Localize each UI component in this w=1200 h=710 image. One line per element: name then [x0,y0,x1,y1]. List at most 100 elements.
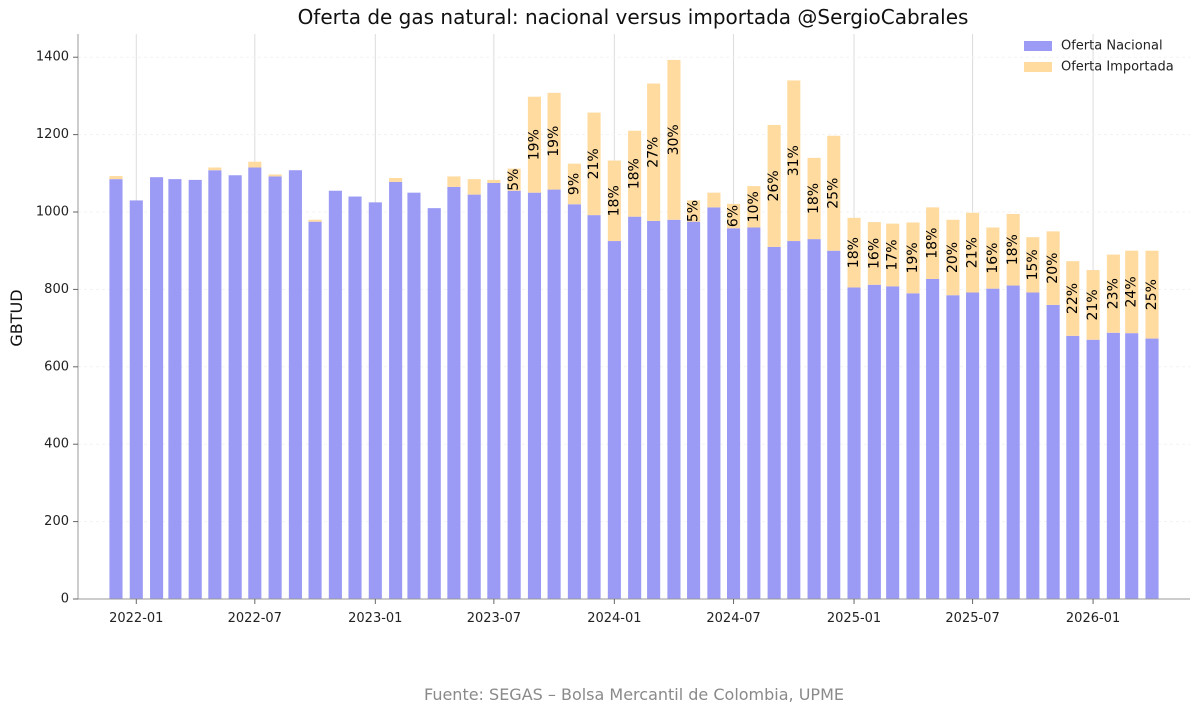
percent-label: 27% [646,137,662,168]
bar-importada [547,92,561,190]
bar-importada [847,217,861,288]
bar-importada [1145,250,1159,339]
bar-importada [109,176,123,180]
percent-label: 18% [846,237,862,268]
bar-importada [966,212,980,293]
y-tick-label: 1400 [36,50,69,65]
bar-nacional [507,190,521,600]
percent-label: 21% [1085,289,1101,320]
bar-importada [827,135,841,251]
bar-nacional [807,239,821,600]
percent-label: 18% [925,228,941,259]
bar-nacional [150,177,164,599]
bar-nacional [628,216,642,599]
bar-importada [1006,213,1020,286]
bar-importada [248,161,262,168]
percent-label: 5% [506,169,522,191]
y-tick-label: 1000 [36,205,69,220]
percent-label: 30% [666,124,682,155]
bar-nacional [328,190,342,600]
bar-nacional [767,246,781,599]
x-tick-label: 2024-07 [706,611,760,626]
bar-importada [707,192,721,208]
bar-nacional [1145,338,1159,599]
bar-nacional [867,284,881,599]
bar-nacional [726,228,741,599]
percent-label: 22% [1065,283,1081,314]
bar-importada [527,96,542,193]
bar-importada [1086,270,1100,340]
bar-importada [447,176,461,187]
bar-nacional [1006,285,1020,599]
bar-nacional [667,219,681,599]
bar-nacional [926,278,940,599]
bar-nacional [747,227,761,599]
bar-importada [886,223,900,287]
percent-label: 23% [1105,278,1121,309]
legend: Oferta Nacional Oferta Importada [1024,39,1174,75]
percent-label: 19% [905,242,921,273]
bar-nacional [986,288,1000,599]
bar-importada [628,130,642,217]
percent-label: 18% [1005,234,1021,265]
percent-label: 5% [686,200,702,222]
y-tick-label: 800 [44,282,69,297]
y-tick-label: 600 [44,359,69,374]
percent-label: 21% [965,237,981,268]
bar-importada [807,157,821,240]
bar-nacional [168,179,182,599]
percent-label: 16% [985,243,1001,274]
percent-label: 10% [746,191,762,222]
bar-nacional [487,182,501,599]
percent-labels-layer: 5%19% 19%9%21%18%18%27% 30%5% 6% 10%26%31%18… [506,124,1160,320]
percent-label: 25% [1144,279,1160,310]
bar-nacional [567,204,581,599]
bar-importada [986,227,1000,289]
x-tick-label: 2023-01 [348,611,402,626]
bar-importada [268,174,282,177]
bar-nacional [268,176,282,600]
bar-importada [946,219,960,296]
percent-label: 21% [586,148,602,179]
bar-nacional [308,221,322,599]
percent-label: 26% [766,170,782,201]
legend-swatch-importada [1024,62,1052,72]
legend-label-importada: Oferta Importada [1061,60,1174,75]
bar-nacional [607,241,621,600]
bar-importada [389,177,403,182]
x-tick-label: 2022-07 [228,611,282,626]
bar-nacional [109,179,123,599]
y-tick-label: 400 [44,437,69,452]
bar-importada [767,124,781,247]
bar-importada [747,186,761,228]
bar-nacional [587,215,601,599]
bar-nacional [188,179,202,599]
bar-nacional [827,250,841,599]
x-tick-label: 2026-01 [1066,611,1120,626]
bar-nacional [389,181,403,599]
x-tick-label: 2024-01 [587,611,641,626]
percent-label: 15% [1025,249,1041,280]
bar-importada [906,222,920,294]
bar-nacional [847,287,861,599]
percent-label: 25% [826,178,842,209]
bar-nacional [228,175,242,599]
percent-label: 18% [627,158,643,189]
bar-nacional [248,167,262,600]
x-tick-label: 2025-07 [945,611,999,626]
y-tick-label: 0 [61,592,69,607]
bar-importada [1046,231,1060,305]
legend-label-nacional: Oferta Nacional [1061,39,1163,54]
bar-nacional [348,196,362,599]
bar-nacional [407,192,421,600]
percent-label: 20% [945,242,961,273]
bar-importada [867,222,881,285]
bar-importada [726,203,741,229]
bar-nacional [288,170,302,599]
percent-label: 18% [606,185,622,216]
bar-importada [667,59,681,220]
percent-label: 24% [1124,276,1140,307]
bar-nacional [527,192,542,600]
